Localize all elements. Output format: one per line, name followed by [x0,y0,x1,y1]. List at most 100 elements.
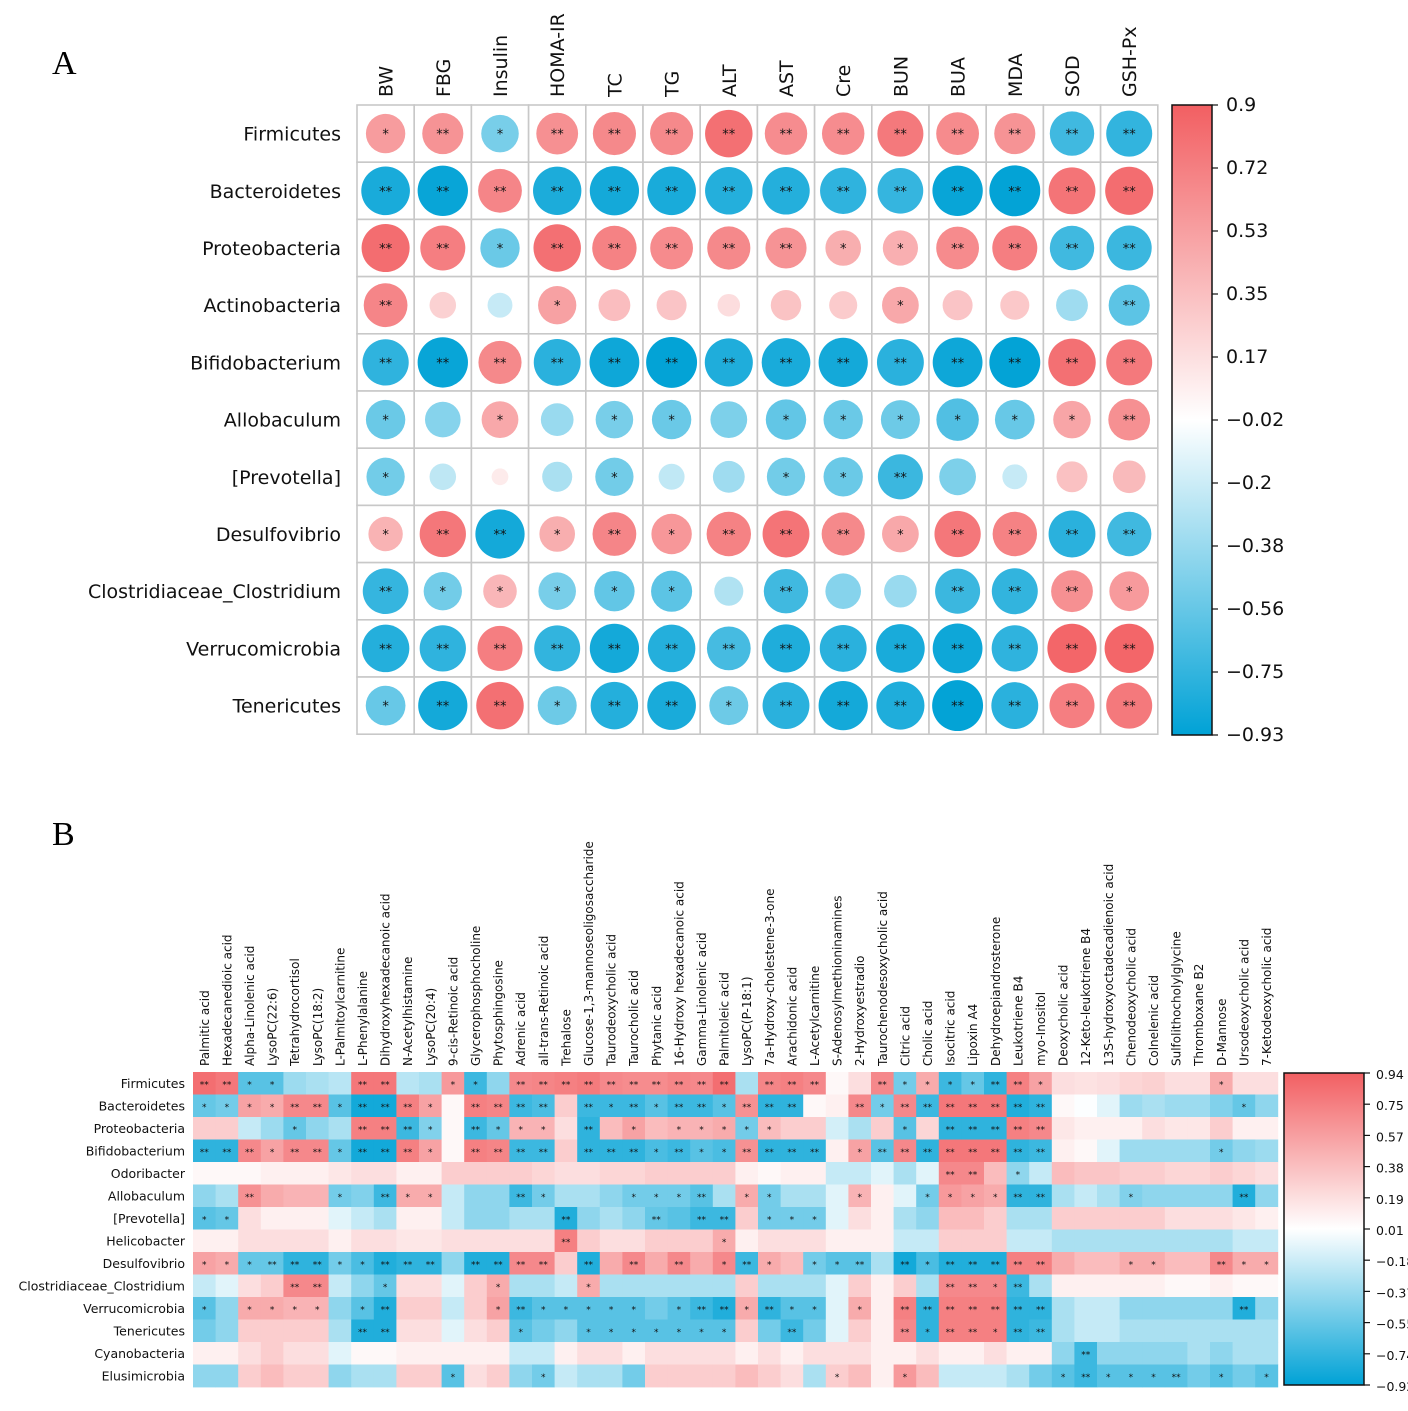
heatmap-cell [916,1207,940,1230]
row-label: [Prevotella] [232,467,341,489]
heatmap-cell [1210,1364,1233,1388]
heatmap-cell [486,1229,510,1253]
heatmap-cell [758,1252,781,1275]
significance-mark: ** [665,185,679,200]
row-label: Bifidobacterium [86,1143,185,1158]
heatmap-cell [509,1319,533,1343]
heatmap-cell [193,1364,216,1388]
heatmap-cell [1074,1117,1098,1140]
significance-mark: * [382,128,389,143]
heatmap-cell [1142,1274,1166,1298]
heatmap-cell [464,1139,488,1163]
correlation-circle [365,399,406,440]
heatmap-cell [1097,1364,1120,1388]
significance-mark: * [554,585,561,600]
heatmap-cell [916,1117,940,1140]
heatmap-cell [803,1342,827,1365]
colorbar [1283,1072,1365,1386]
significance-mark: ** [608,128,622,143]
heatmap-cell [780,1274,804,1298]
heatmap-cell [1074,1274,1098,1298]
significance-mark: ** [426,1260,436,1270]
correlation-circle [363,283,408,328]
heatmap-cell [1210,1117,1233,1140]
heatmap-cell [1210,1342,1233,1365]
heatmap-cell [599,1139,623,1163]
heatmap-cell [825,1117,849,1140]
heatmap-cell [306,1184,329,1208]
heatmap-cell [1164,1117,1188,1140]
significance-mark: ** [951,700,965,715]
significance-mark: * [897,299,904,314]
heatmap-cell [667,1184,691,1208]
heatmap-cell [938,1207,962,1230]
heatmap-cell [735,1342,759,1365]
heatmap-cell [1255,1117,1279,1140]
heatmap-cell [577,1184,601,1208]
heatmap-cell [577,1252,601,1275]
significance-mark: * [609,1103,614,1113]
heatmap-cell [238,1297,262,1320]
correlation-circle [821,112,865,155]
significance-mark: ** [742,1103,752,1113]
correlation-circle [418,680,468,731]
heatmap-cell [577,1207,601,1230]
correlation-circle [538,572,576,610]
heatmap-cell [1006,1229,1030,1253]
heatmap-cell [1164,1139,1188,1163]
heatmap-cell [780,1364,804,1388]
significance-mark: ** [290,1260,300,1270]
column-label: LysoPC(P-18:1) [740,976,754,1066]
significance-mark: ** [1036,1260,1046,1270]
heatmap-cell [916,1139,940,1163]
column-label: Dihydroxyhexadecanoic acid [379,893,393,1066]
heatmap-cell [1097,1139,1120,1163]
heatmap-cell [1119,1094,1143,1118]
heatmap-cell [215,1274,239,1298]
column-label: Chenodeoxycholic acid [1124,928,1138,1066]
heatmap-cell [645,1162,668,1185]
heatmap-cell [441,1297,465,1320]
significance-mark: * [1219,1148,1224,1158]
significance-mark: * [1061,1373,1066,1383]
heatmap-cell [1210,1139,1233,1163]
heatmap-cell [712,1139,736,1163]
significance-mark: ** [991,1305,1001,1315]
heatmap-cell [1142,1139,1166,1163]
heatmap-cell [1187,1319,1211,1343]
heatmap-cell [1029,1319,1053,1343]
heatmap-cell [1029,1139,1053,1163]
correlation-circle [880,400,920,440]
heatmap-cell [1074,1139,1098,1163]
correlation-circle [651,513,692,555]
heatmap-cell [712,1094,736,1118]
heatmap-cell [938,1274,962,1298]
column-label: Lipoxin A4 [966,1004,980,1066]
heatmap-cell [283,1162,307,1185]
correlation-circle [876,681,925,730]
heatmap-cell [916,1319,940,1343]
heatmap-cell [1232,1229,1256,1253]
heatmap-cell [938,1162,962,1185]
heatmap-cell [351,1319,375,1343]
heatmap-cell [328,1252,352,1275]
heatmap-cell [486,1319,510,1343]
significance-mark: ** [1013,1260,1023,1270]
correlation-circle [647,681,696,730]
significance-mark: ** [837,128,851,143]
significance-mark: ** [313,1260,323,1270]
significance-mark: ** [780,185,794,200]
heatmap-cell [984,1162,1007,1185]
heatmap-cell [803,1207,827,1230]
heatmap-cell [306,1117,329,1140]
significance-mark: ** [951,128,965,143]
heatmap-cell [283,1184,307,1208]
significance-mark: ** [697,1193,707,1203]
heatmap-cell [486,1094,510,1118]
heatmap-cell [803,1184,827,1208]
heatmap-cell [1210,1297,1233,1320]
heatmap-cell [825,1184,849,1208]
significance-mark: * [586,1328,591,1338]
heatmap-cell [1232,1072,1256,1095]
heatmap-cell [758,1229,781,1253]
